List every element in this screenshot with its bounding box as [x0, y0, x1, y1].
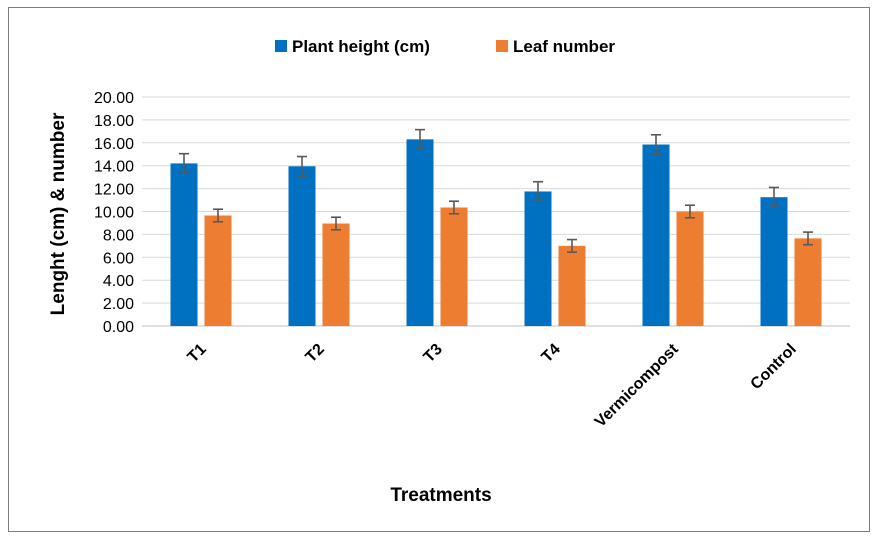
legend-label-leaf-number: Leaf number — [513, 37, 615, 56]
x-tick-label-t2: T2 — [303, 341, 328, 366]
y-tick-label: 4.00 — [103, 273, 134, 290]
x-tick-label-t3: T3 — [421, 341, 446, 366]
y-tick-label: 14.00 — [94, 159, 134, 176]
y-tick-label: 8.00 — [103, 227, 134, 244]
y-axis-title: Lenght (cm) & number — [48, 112, 69, 315]
error-bar-plant-height-cm-control — [769, 186, 779, 208]
y-tick-label: 20.00 — [94, 90, 134, 107]
legend-label-plant-height: Plant height (cm) — [292, 37, 430, 56]
y-tick-label: 0.00 — [103, 319, 134, 336]
x-tick-labels: T1 T2 T3 T4 Vermicompost Control — [185, 340, 800, 430]
error-bar-leaf-number-control — [803, 231, 813, 246]
y-tick-label: 2.00 — [103, 296, 134, 313]
chart-frame — [8, 7, 870, 532]
error-bars — [179, 128, 813, 253]
bars — [170, 139, 822, 326]
error-bar-plant-height-cm-t3 — [415, 128, 425, 150]
bar-plant-height-cm-t1 — [170, 163, 198, 326]
x-tick-label-t1: T1 — [185, 341, 210, 366]
bar-leaf-number-t2 — [322, 223, 350, 326]
bar-leaf-number-vermicompost — [676, 211, 704, 326]
bar-plant-height-cm-t2 — [288, 166, 316, 326]
error-bar-leaf-number-t4 — [567, 238, 577, 253]
error-bar-leaf-number-t2 — [331, 216, 341, 231]
bar-plant-height-cm-vermicompost — [642, 144, 670, 326]
bar-plant-height-cm-t3 — [406, 139, 434, 326]
x-tick-label-t4: T4 — [539, 341, 564, 366]
legend-swatch-leaf-number — [496, 40, 508, 52]
legend-swatch-plant-height — [275, 40, 287, 52]
error-bar-leaf-number-vermicompost — [685, 204, 695, 219]
bar-leaf-number-control — [794, 238, 822, 326]
bar-plant-height-cm-t4 — [524, 191, 552, 326]
gridlines — [142, 96, 850, 327]
x-axis-title: Treatments — [390, 485, 491, 506]
bar-leaf-number-t4 — [558, 245, 586, 326]
error-bar-plant-height-cm-t4 — [533, 180, 543, 202]
x-tick-label-vermicompost: Vermicompost — [592, 340, 682, 430]
bar-leaf-number-t1 — [204, 215, 232, 326]
error-bar-leaf-number-t3 — [449, 200, 459, 215]
y-tick-labels: 0.00 2.00 4.00 6.00 8.00 10.00 12.00 14.00 16.00… — [94, 90, 134, 336]
y-tick-label: 10.00 — [94, 205, 134, 222]
y-tick-label: 12.00 — [94, 182, 134, 199]
y-tick-label: 16.00 — [94, 136, 134, 153]
error-bar-plant-height-cm-t1 — [179, 152, 189, 174]
bar-leaf-number-t3 — [440, 207, 468, 326]
error-bar-plant-height-cm-vermicompost — [651, 133, 661, 156]
error-bar-leaf-number-t1 — [213, 208, 223, 223]
bar-plant-height-cm-control — [760, 197, 788, 326]
error-bar-plant-height-cm-t2 — [297, 155, 307, 177]
y-tick-label: 6.00 — [103, 250, 134, 267]
legend: Plant height (cm) Leaf number — [275, 37, 615, 56]
x-tick-label-control: Control — [748, 341, 800, 393]
y-tick-label: 18.00 — [94, 113, 134, 130]
